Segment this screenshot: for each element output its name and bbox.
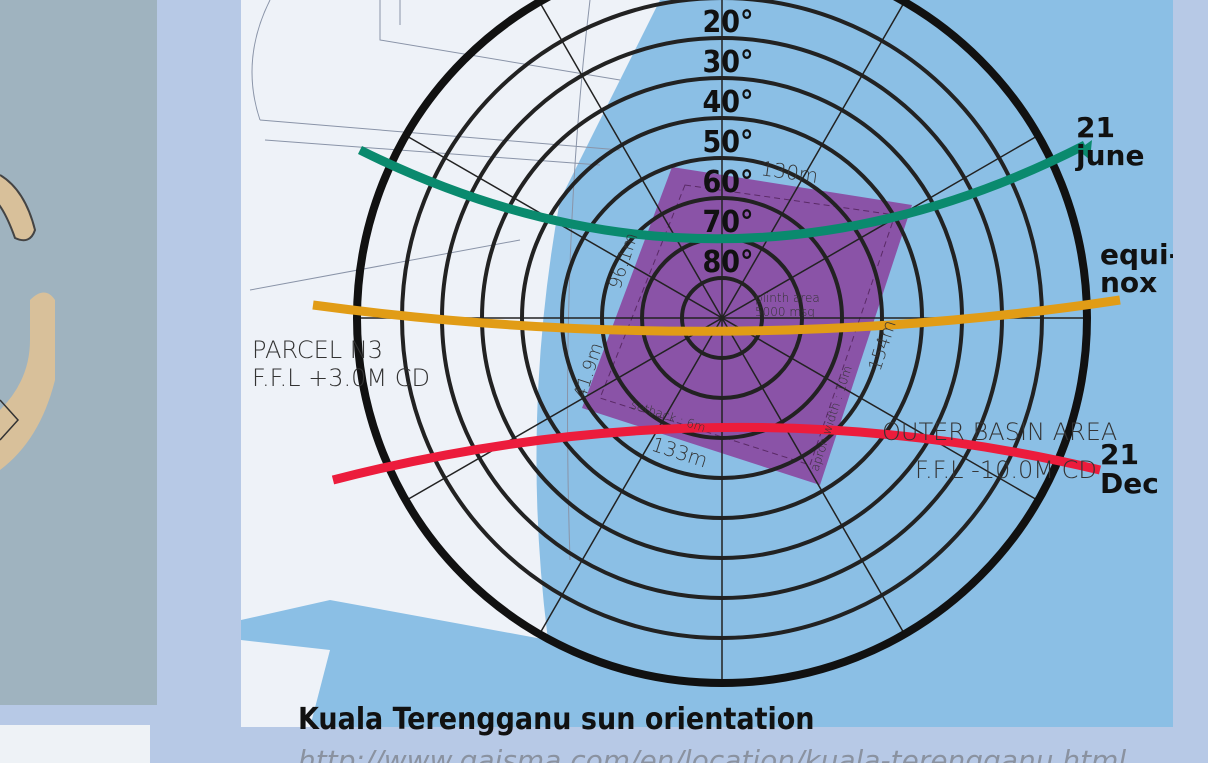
path-label: Dec bbox=[1100, 467, 1159, 500]
altitude-label: 30° bbox=[702, 45, 753, 80]
map-label: PARCEL N3 bbox=[252, 336, 383, 364]
caption-title: Kuala Terengganu sun orientation bbox=[298, 702, 814, 737]
map-label: 5000 msq bbox=[755, 305, 815, 319]
map-label: plinth area bbox=[755, 291, 820, 305]
path-label: nox bbox=[1100, 266, 1157, 299]
altitude-label: 60° bbox=[702, 165, 753, 200]
altitude-label: 40° bbox=[702, 85, 753, 120]
map-label: OUTER BASIN AREA bbox=[882, 418, 1117, 446]
thumbnail bbox=[0, 725, 150, 763]
altitude-label: 20° bbox=[702, 5, 753, 40]
altitude-label: 50° bbox=[702, 125, 753, 160]
screen: PARCEL N3 F.F.L +3.0M CD OUTER BASIN ARE… bbox=[0, 0, 1208, 763]
path-label: june bbox=[1075, 139, 1144, 172]
page: {"diagram": { "altitude_labels": ["20°",… bbox=[0, 0, 1208, 763]
altitude-label: 70° bbox=[702, 205, 753, 240]
left-panel bbox=[0, 0, 157, 705]
map-label: F.F.L +3.0M CD bbox=[252, 364, 430, 392]
altitude-label: 80° bbox=[702, 245, 753, 280]
map-label: F.F.L -10.0M CD bbox=[915, 456, 1097, 484]
sun-chart: PARCEL N3 F.F.L +3.0M CD OUTER BASIN ARE… bbox=[241, 0, 1180, 727]
caption-url: http://www.gaisma.com/en/location/kuala-… bbox=[298, 744, 1126, 763]
